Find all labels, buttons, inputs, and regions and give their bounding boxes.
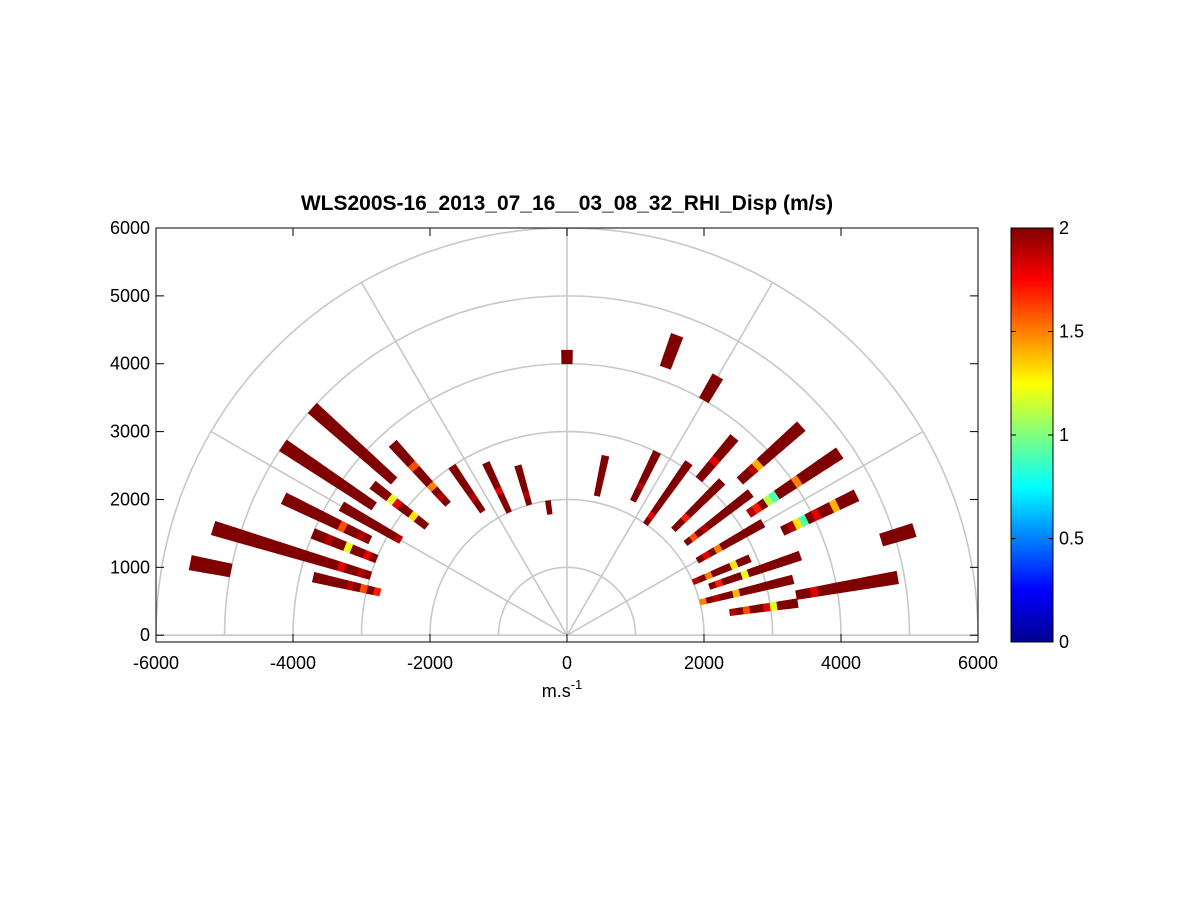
colorbar-tick-label: 1.5 bbox=[1059, 322, 1084, 342]
data-cell bbox=[708, 373, 724, 386]
x-tick-label: 6000 bbox=[958, 653, 998, 673]
x-tick-label: -4000 bbox=[270, 653, 316, 673]
data-cell bbox=[279, 439, 293, 455]
x-tick-label: -2000 bbox=[407, 653, 453, 673]
data-cell bbox=[905, 523, 917, 539]
data-cell bbox=[311, 572, 322, 584]
azimuth-spoke bbox=[360, 282, 568, 636]
x-axis: -6000 -4000 -2000 0 2000 4000 6000 bbox=[133, 228, 998, 673]
y-tick-label: 6000 bbox=[110, 218, 150, 238]
data-cell bbox=[310, 528, 322, 542]
data-cell bbox=[210, 520, 223, 538]
data-cell bbox=[713, 478, 726, 490]
data-cell bbox=[791, 421, 806, 436]
data-cells bbox=[188, 333, 917, 616]
data-cell bbox=[482, 461, 493, 472]
data-cell bbox=[725, 434, 739, 447]
x-axis-label: m.s-1 bbox=[542, 677, 583, 701]
colorbar-tick-label: 2 bbox=[1059, 218, 1069, 238]
x-axis-label-base: m.s bbox=[542, 681, 571, 701]
data-cell bbox=[544, 500, 552, 509]
data-cell bbox=[369, 480, 382, 494]
data-cell bbox=[388, 439, 402, 453]
y-axis: 0 1000 2000 3000 4000 5000 6000 bbox=[110, 218, 978, 645]
data-cell bbox=[735, 606, 745, 616]
colorbar-ticks: 0 0.5 1 1.5 2 bbox=[1011, 218, 1084, 652]
data-cell bbox=[600, 454, 610, 464]
x-tick-label: -6000 bbox=[133, 653, 179, 673]
data-cell bbox=[280, 492, 293, 508]
data-cell bbox=[888, 570, 899, 586]
data-cell bbox=[561, 349, 573, 358]
x-axis-label-superscript: -1 bbox=[571, 677, 583, 692]
data-cell bbox=[749, 604, 758, 614]
x-tick-label: 2000 bbox=[684, 653, 724, 673]
data-cell bbox=[784, 574, 795, 586]
y-tick-label: 4000 bbox=[110, 354, 150, 374]
data-cell bbox=[448, 463, 460, 475]
data-cell bbox=[847, 489, 860, 505]
data-cell bbox=[668, 333, 684, 345]
colorbar-tick-label: 1 bbox=[1059, 425, 1069, 445]
data-cell bbox=[514, 464, 524, 474]
y-tick-label: 5000 bbox=[110, 286, 150, 306]
data-cell bbox=[754, 519, 766, 531]
colorbar-tick-label: 0 bbox=[1059, 632, 1069, 652]
data-cell bbox=[650, 450, 662, 461]
data-cell bbox=[742, 489, 754, 502]
data-cell bbox=[681, 460, 693, 472]
data-cell bbox=[741, 554, 752, 565]
data-cell bbox=[307, 402, 323, 418]
y-tick-label: 1000 bbox=[110, 557, 150, 577]
y-tick-label: 0 bbox=[140, 625, 150, 645]
data-cell bbox=[789, 598, 799, 609]
y-tick-label: 3000 bbox=[110, 422, 150, 442]
x-tick-label: 4000 bbox=[821, 653, 861, 673]
data-cell bbox=[829, 447, 844, 463]
data-cell bbox=[546, 506, 553, 515]
colorbar bbox=[1010, 227, 1054, 643]
x-tick-label: 0 bbox=[562, 653, 572, 673]
y-tick-label: 2000 bbox=[110, 489, 150, 509]
data-cell bbox=[728, 608, 738, 616]
data-cell bbox=[561, 356, 573, 365]
data-cell bbox=[742, 605, 751, 615]
chart-title: WLS200S-16_2013_07_16__03_08_32_RHI_Disp… bbox=[301, 192, 833, 215]
azimuth-spoke bbox=[566, 282, 774, 636]
data-cell bbox=[338, 501, 351, 515]
data-cell bbox=[188, 555, 199, 572]
data-cell bbox=[791, 550, 803, 563]
colorbar-tick-label: 0.5 bbox=[1059, 529, 1084, 549]
